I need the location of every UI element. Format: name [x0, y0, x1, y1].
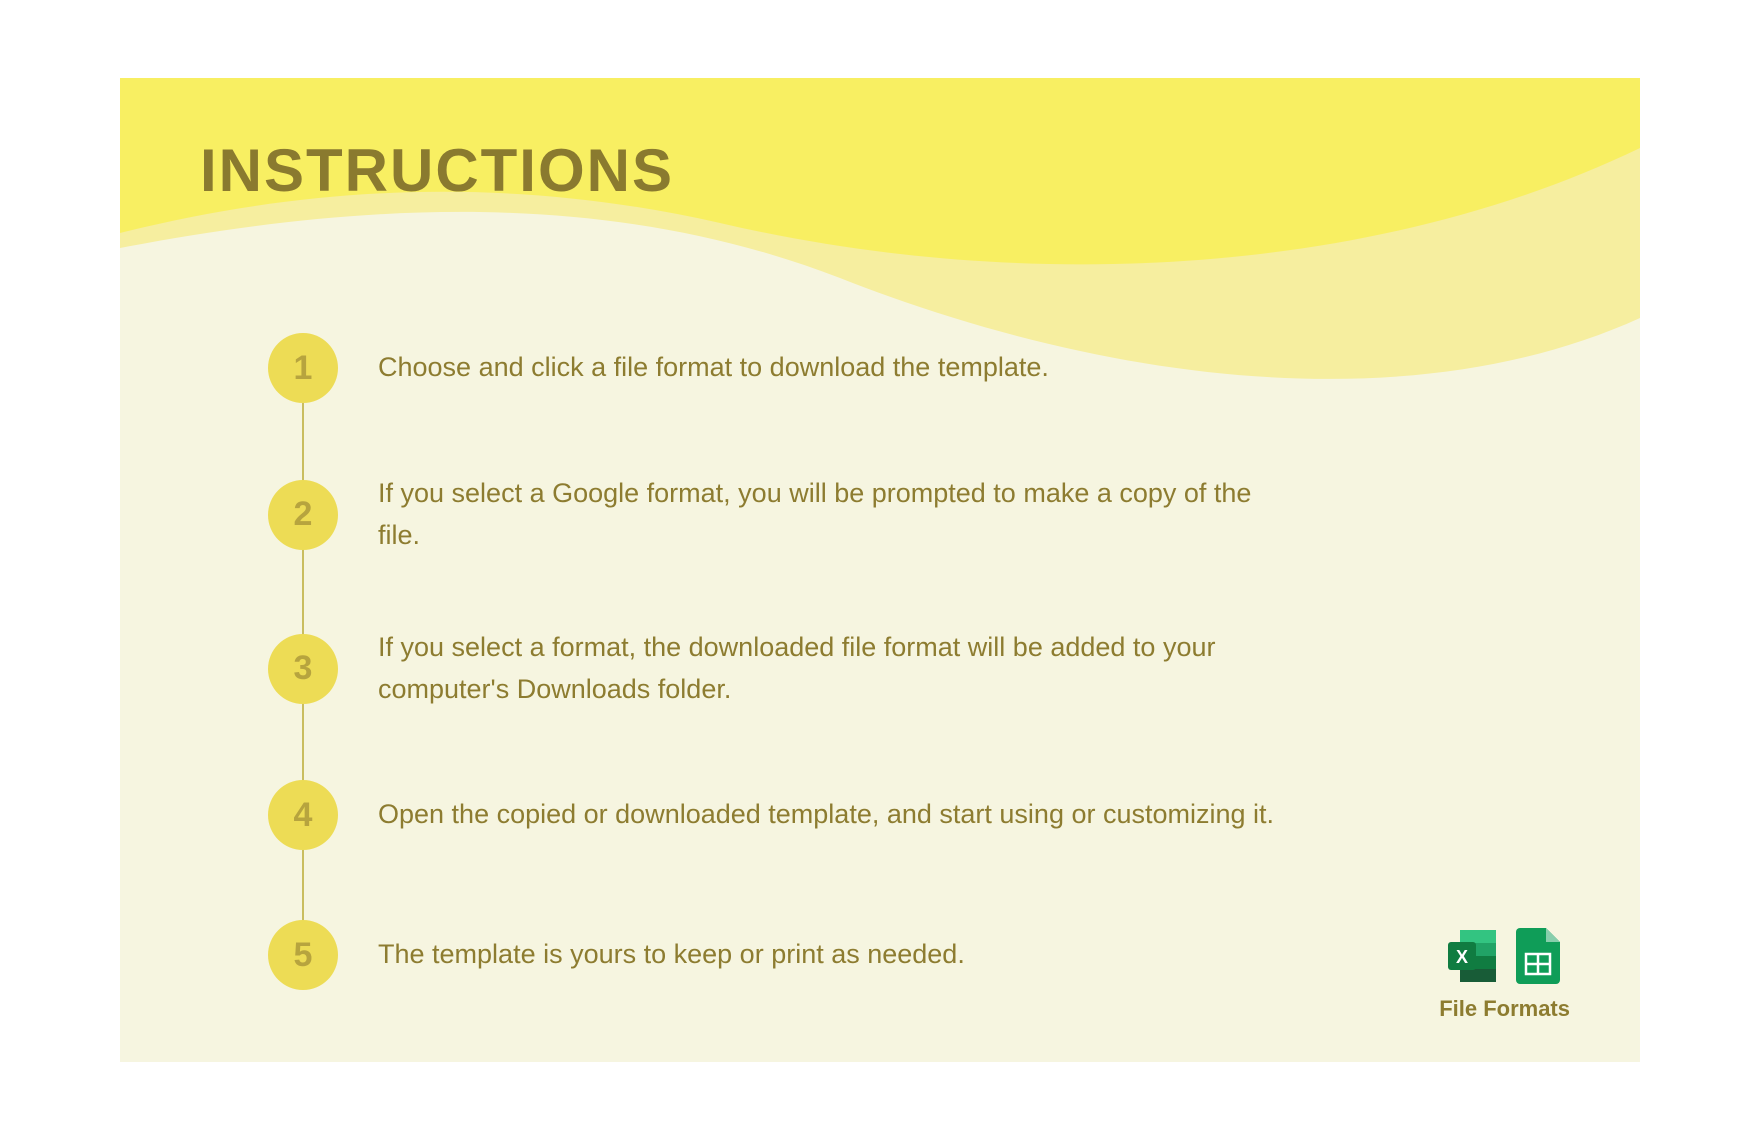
step-number-badge: 5 — [268, 920, 338, 990]
step-text: Choose and click a file format to downlo… — [378, 347, 1049, 389]
step-number-badge: 4 — [268, 780, 338, 850]
file-formats-section: X File Formats — [1439, 926, 1570, 1022]
svg-text:X: X — [1456, 947, 1468, 967]
step-text: If you select a format, the downloaded f… — [378, 627, 1278, 711]
file-formats-label: File Formats — [1439, 996, 1570, 1022]
step-text: The template is yours to keep or print a… — [378, 934, 965, 976]
instructions-card: INSTRUCTIONS 1 Choose and click a file f… — [120, 78, 1640, 1062]
step-number-badge: 1 — [268, 333, 338, 403]
step-item: 4 Open the copied or downloaded template… — [268, 780, 1368, 850]
step-text: If you select a Google format, you will … — [378, 473, 1278, 557]
step-item: 1 Choose and click a file format to down… — [268, 333, 1368, 403]
steps-list: 1 Choose and click a file format to down… — [268, 333, 1368, 990]
step-text: Open the copied or downloaded template, … — [378, 794, 1274, 836]
google-sheets-icon[interactable] — [1512, 926, 1564, 986]
step-number-badge: 3 — [268, 634, 338, 704]
step-connector — [302, 543, 304, 643]
page-title: INSTRUCTIONS — [200, 136, 674, 205]
file-format-icons: X — [1439, 926, 1570, 986]
step-item: 5 The template is yours to keep or print… — [268, 920, 1368, 990]
step-item: 3 If you select a format, the downloaded… — [268, 627, 1368, 711]
step-item: 2 If you select a Google format, you wil… — [268, 473, 1368, 557]
excel-icon[interactable]: X — [1446, 926, 1498, 986]
step-number-badge: 2 — [268, 480, 338, 550]
